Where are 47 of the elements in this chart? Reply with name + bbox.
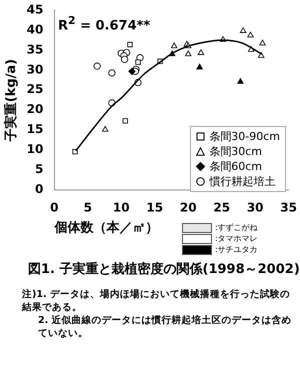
y-tick-label: 25 (26, 82, 44, 96)
legend-label: 条間30cm (209, 144, 262, 159)
y-tick-label: 30 (26, 62, 44, 76)
y-axis-title: 子実重(kg/a) (3, 58, 20, 142)
point (102, 126, 108, 132)
text: 図1. 子実重と栽植密度の関係(1998～2002) (27, 260, 300, 278)
annotation: R$^{2}$ = 0.674** (58, 14, 150, 34)
text: 2. 近似曲線のデータには慣行耕起培土区のデータは含めていない。 (37, 314, 292, 340)
text: :サチユタカ (215, 244, 258, 255)
legend-label: 慣行耕起培土 (209, 174, 276, 189)
point (240, 27, 246, 33)
point (108, 69, 116, 77)
point (127, 42, 133, 48)
text: 注)1. データは、場内ほ場において機械播種を行った試験の結果である。 (22, 288, 291, 314)
point (185, 50, 192, 56)
point (128, 68, 136, 75)
y-tick-label: 40 (26, 22, 44, 36)
point (122, 118, 128, 124)
point (135, 59, 141, 65)
x-tick-label: 10 (112, 200, 130, 214)
point (94, 62, 101, 70)
point (121, 56, 128, 63)
legend-label: 条間30-90cm (209, 129, 280, 144)
point (259, 40, 266, 46)
x-tick-label: 0 (50, 200, 58, 214)
legend-label: 条間60cm (209, 159, 262, 174)
point (170, 42, 178, 48)
y-tick-label: 45 (26, 2, 44, 16)
y-tick-label: 15 (26, 122, 44, 136)
point (237, 78, 244, 84)
x-tick-label: 25 (213, 200, 230, 214)
text: :タマホマレ (215, 233, 258, 244)
y-tick-label: 35 (26, 42, 44, 56)
x-tick-label: 15 (146, 200, 164, 214)
x-tick-label: 30 (246, 200, 264, 214)
y-tick-label: 10 (26, 142, 44, 156)
point (196, 64, 203, 70)
text: :すずこがね (215, 222, 258, 233)
x-tick-label: 35 (280, 200, 297, 214)
y-tick-label: 0 (34, 182, 44, 196)
y-tick-label: 20 (26, 102, 44, 116)
point (198, 49, 204, 55)
point (247, 32, 254, 38)
x-axis-title: 個体数（本／㎡） (53, 220, 158, 236)
y-tick-label: 5 (34, 162, 44, 176)
x-tick-label: 20 (180, 200, 197, 214)
x-tick-label: 5 (84, 200, 92, 214)
